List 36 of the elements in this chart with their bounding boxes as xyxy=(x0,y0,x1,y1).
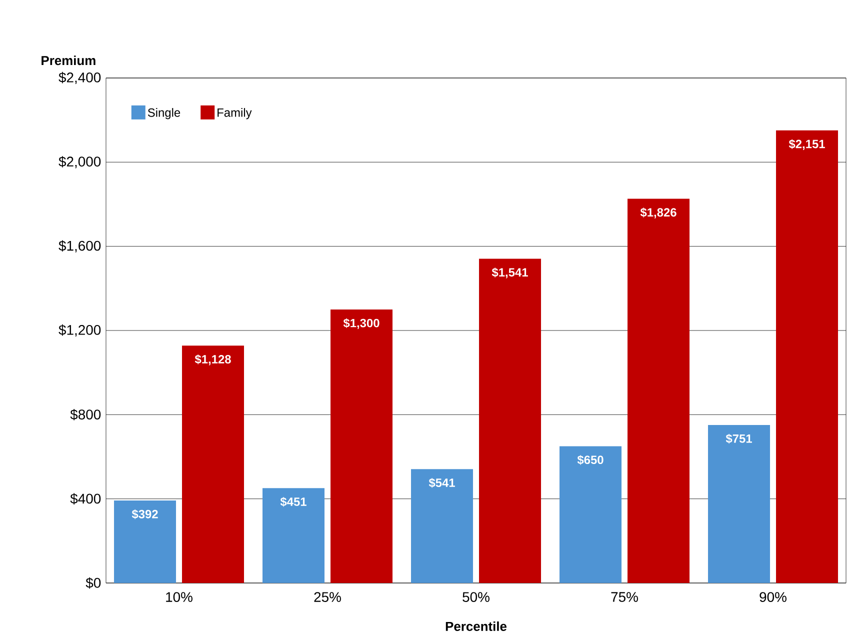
x-tick-label: 50% xyxy=(462,592,490,602)
x-tick-label: 90% xyxy=(760,592,786,602)
bar xyxy=(479,258,542,584)
data-label: $1,541 xyxy=(492,268,528,278)
bar xyxy=(182,346,244,584)
y-axis-title: Premium xyxy=(42,56,96,66)
data-label: $1,128 xyxy=(194,354,231,366)
y-tick-label: $0 xyxy=(86,578,101,589)
y-tick-label: $800 xyxy=(70,409,101,420)
y-tick-label: $400 xyxy=(70,493,101,505)
bar xyxy=(330,310,393,584)
bar xyxy=(776,130,838,584)
data-label: $451 xyxy=(280,497,306,507)
x-tick-label: 10% xyxy=(166,592,192,602)
x-tick-label: 25% xyxy=(314,592,341,602)
y-tick-label: $1,200 xyxy=(58,324,101,337)
legend-label: Single xyxy=(148,108,180,120)
bar xyxy=(411,469,474,584)
data-label: $2,151 xyxy=(788,139,825,150)
data-label: $751 xyxy=(726,434,752,444)
x-axis-title: Percentile xyxy=(446,622,507,632)
data-label: $541 xyxy=(428,478,455,488)
bar xyxy=(628,198,690,584)
bar xyxy=(262,488,325,584)
y-tick-label: $2,000 xyxy=(58,156,101,168)
data-label: $392 xyxy=(132,510,158,520)
data-label: $1,826 xyxy=(640,208,676,219)
x-tick-label: 75% xyxy=(611,592,638,602)
y-tick-label: $1,600 xyxy=(58,240,101,253)
data-label: $1,300 xyxy=(343,318,380,330)
y-tick-label: $2,400 xyxy=(58,72,101,84)
bar xyxy=(708,425,770,584)
bar xyxy=(114,500,176,584)
bar xyxy=(560,446,622,584)
legend-label: Family xyxy=(218,108,252,120)
data-label: $650 xyxy=(577,455,604,466)
